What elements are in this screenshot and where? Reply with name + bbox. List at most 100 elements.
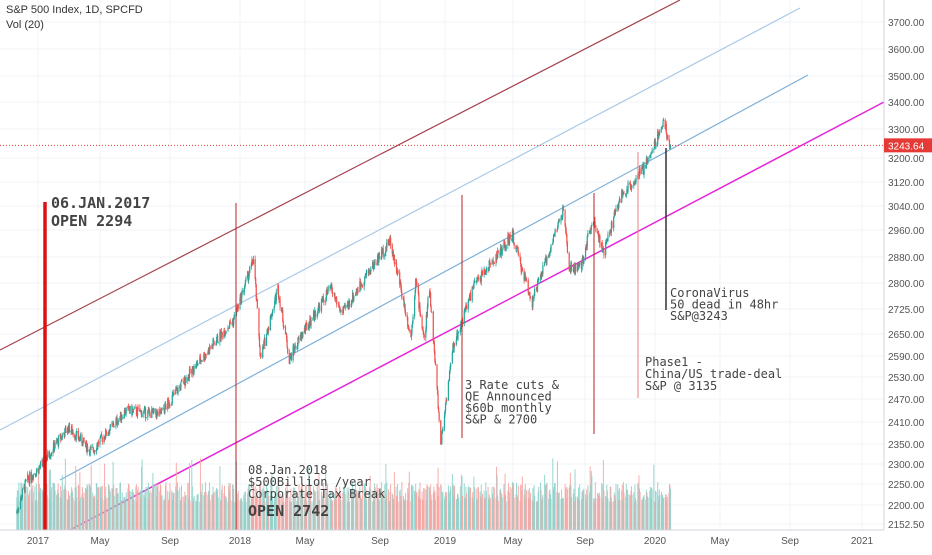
volume-bar — [107, 497, 109, 530]
candle-body — [87, 445, 89, 452]
volume-bar — [496, 466, 498, 530]
volume-bar — [461, 476, 463, 530]
x-tick-label: May — [711, 536, 730, 547]
volume-bar — [252, 483, 254, 530]
candle-body — [277, 285, 280, 298]
candle-body — [581, 258, 583, 270]
candle-body — [440, 443, 442, 445]
candle-body — [572, 270, 574, 272]
candle-body — [368, 269, 370, 273]
candle-body — [103, 436, 106, 440]
volume-bar — [356, 500, 358, 530]
volume-bar — [368, 491, 370, 530]
candle-body — [430, 292, 432, 307]
volume-bar — [477, 487, 479, 530]
volume-bar — [224, 499, 226, 530]
candle-body — [436, 386, 439, 394]
volume-bar — [243, 492, 245, 530]
volume-bar — [639, 491, 641, 530]
volume-bar — [39, 492, 41, 530]
candle-body — [39, 466, 41, 468]
volume-bar — [195, 501, 197, 530]
volume-bar — [172, 493, 174, 530]
volume-bar — [517, 485, 519, 530]
candle-body — [330, 284, 332, 286]
candle-body — [544, 258, 546, 263]
volume-bar — [495, 497, 497, 530]
volume-bar — [436, 483, 438, 530]
candle-body — [42, 463, 44, 465]
volume-bar — [173, 492, 175, 530]
y-tick-label: 2410.00 — [888, 418, 925, 429]
candle-body — [125, 413, 127, 414]
candle-body — [390, 237, 392, 246]
candle-body — [99, 438, 101, 445]
volume-bar — [201, 494, 203, 530]
volume-bar — [50, 487, 52, 530]
volume-bar — [658, 495, 660, 530]
volume-bar — [236, 461, 238, 530]
candle-body — [425, 315, 427, 330]
annotation-3-line-0: 3 Rate cuts & — [465, 378, 560, 392]
last-price-tag — [884, 138, 932, 153]
y-tick-label: 3600.00 — [888, 45, 925, 56]
volume-bar — [437, 496, 439, 530]
candle-body — [549, 251, 552, 252]
volume-bar — [378, 500, 380, 530]
volume-bar — [395, 486, 397, 530]
volume-bar — [440, 484, 442, 530]
candle-body — [544, 262, 546, 266]
volume-bar — [323, 491, 325, 530]
volume-bar — [520, 484, 522, 530]
volume-bar — [488, 494, 490, 530]
volume-bar — [53, 500, 54, 530]
candle-body — [241, 293, 243, 303]
volume-bar — [317, 490, 319, 530]
volume-bar — [67, 491, 69, 530]
candle-body — [305, 323, 307, 331]
volume-bar — [516, 497, 518, 530]
volume-bar — [666, 496, 668, 530]
candle-body — [434, 351, 436, 362]
x-tick-label: Sep — [576, 536, 594, 547]
candle-body — [251, 259, 254, 264]
volume-bar — [327, 498, 329, 530]
candle-body — [167, 398, 169, 409]
volume-bar — [290, 488, 292, 530]
volume-bar — [554, 482, 556, 530]
volume-bar — [308, 473, 310, 530]
candle-body — [662, 120, 665, 121]
annotation-0-line-1: OPEN 2294 — [51, 212, 132, 230]
trend-line-blue-mid — [59, 74, 809, 481]
candle-body — [614, 211, 617, 216]
volume-bar — [460, 474, 462, 530]
candle-body — [411, 324, 413, 333]
volume-bar — [399, 489, 401, 530]
candle-body — [458, 332, 460, 333]
candle-body — [641, 167, 643, 174]
volume-bar — [176, 489, 178, 530]
volume-bar — [249, 484, 251, 530]
volume-bar — [282, 497, 284, 530]
candle-body — [599, 236, 601, 247]
volume-bar — [40, 487, 42, 530]
candle-body — [554, 229, 556, 234]
volume-bar — [30, 471, 32, 530]
volume-bar — [610, 497, 612, 530]
volume-bar — [209, 482, 211, 530]
candle-body — [64, 428, 66, 438]
volume-bar — [639, 488, 641, 530]
volume-bar — [129, 491, 131, 530]
candle-body — [192, 366, 194, 375]
volume-bar — [95, 482, 97, 530]
volume-bar — [419, 498, 421, 530]
volume-bar — [629, 496, 631, 530]
candle-body — [274, 301, 276, 307]
candle-body — [109, 424, 111, 431]
candle-body — [441, 431, 443, 434]
volume-bar — [81, 494, 83, 530]
volume-bar — [583, 488, 585, 530]
volume-bar — [160, 485, 162, 530]
candle-body — [131, 409, 134, 416]
